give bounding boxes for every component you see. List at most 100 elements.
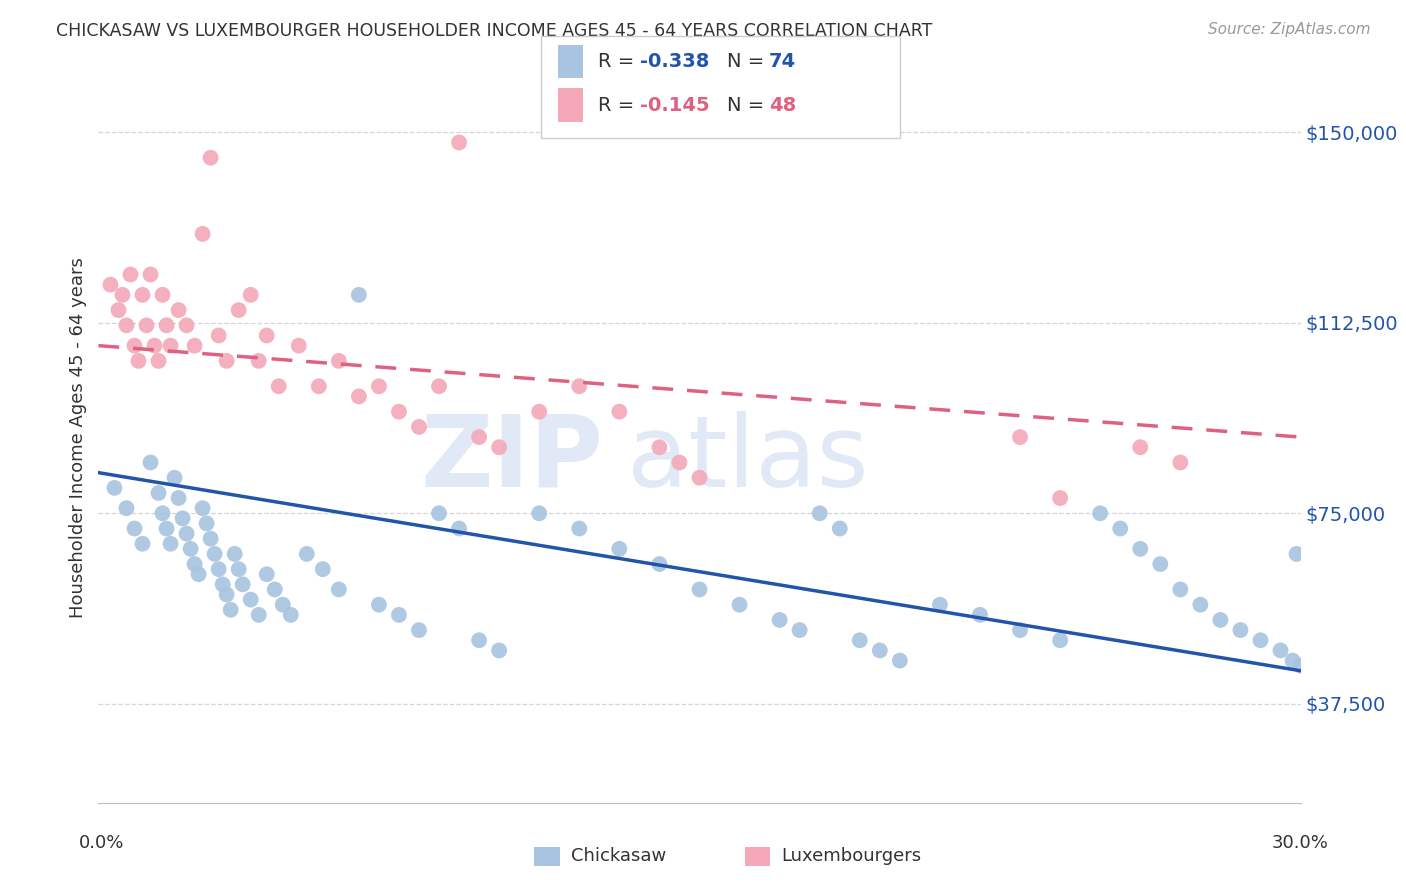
Point: [107, 303, 129, 318]
Point: [1170, 582, 1192, 597]
Point: [288, 338, 311, 352]
Point: [609, 405, 631, 419]
Point: [167, 491, 190, 505]
Text: Luxembourgers: Luxembourgers: [782, 847, 922, 865]
Point: [1088, 506, 1111, 520]
Point: [115, 501, 138, 516]
Text: R =: R =: [598, 52, 640, 71]
Point: [280, 607, 302, 622]
Point: [1010, 623, 1032, 637]
Point: [808, 506, 831, 520]
Point: [427, 379, 450, 393]
Point: [195, 516, 218, 531]
Point: [1149, 557, 1171, 571]
Point: [135, 318, 157, 333]
Text: 48: 48: [769, 95, 796, 115]
Point: [120, 268, 142, 282]
Point: [152, 506, 174, 520]
Point: [232, 577, 254, 591]
Text: R =: R =: [598, 95, 640, 115]
Point: [1049, 491, 1071, 505]
Point: [208, 328, 231, 343]
Point: [271, 598, 294, 612]
Point: [1250, 633, 1272, 648]
Text: ZIP: ZIP: [420, 410, 603, 508]
Point: [1129, 440, 1152, 454]
Y-axis label: Householder Income Ages 45 - 64 years: Householder Income Ages 45 - 64 years: [69, 257, 87, 617]
Point: [648, 440, 671, 454]
Point: [312, 562, 335, 576]
Point: [219, 603, 242, 617]
Point: [131, 537, 153, 551]
Text: Source: ZipAtlas.com: Source: ZipAtlas.com: [1208, 22, 1371, 37]
Point: [267, 379, 290, 393]
Point: [215, 588, 238, 602]
Point: [247, 607, 270, 622]
Point: [191, 227, 214, 241]
Point: [228, 562, 250, 576]
Point: [176, 526, 198, 541]
Point: [529, 506, 551, 520]
Text: N =: N =: [727, 95, 770, 115]
Point: [295, 547, 318, 561]
Text: 74: 74: [769, 52, 796, 71]
Point: [103, 481, 125, 495]
Point: [427, 506, 450, 520]
Point: [239, 592, 262, 607]
Point: [408, 420, 430, 434]
Point: [176, 318, 198, 333]
Point: [180, 541, 202, 556]
Point: [688, 582, 710, 597]
Point: [115, 318, 138, 333]
Point: [388, 405, 411, 419]
Point: [155, 318, 177, 333]
Point: [347, 389, 370, 403]
Point: [1109, 521, 1132, 535]
Point: [1049, 633, 1071, 648]
Point: [447, 136, 470, 150]
Point: [191, 501, 214, 516]
Point: [263, 582, 285, 597]
Point: [969, 607, 991, 622]
Text: CHICKASAW VS LUXEMBOURGER HOUSEHOLDER INCOME AGES 45 - 64 YEARS CORRELATION CHAR: CHICKASAW VS LUXEMBOURGER HOUSEHOLDER IN…: [56, 22, 932, 40]
Point: [211, 577, 233, 591]
Point: [768, 613, 790, 627]
Point: [159, 338, 181, 352]
Point: [929, 598, 952, 612]
Point: [568, 521, 591, 535]
Text: Chickasaw: Chickasaw: [571, 847, 666, 865]
Point: [1281, 654, 1303, 668]
Point: [568, 379, 591, 393]
Point: [247, 354, 270, 368]
Point: [187, 567, 209, 582]
Point: [256, 567, 278, 582]
Point: [1270, 643, 1292, 657]
Point: [239, 288, 262, 302]
Point: [869, 643, 891, 657]
Text: 30.0%: 30.0%: [1272, 834, 1329, 852]
Point: [308, 379, 330, 393]
Point: [155, 521, 177, 535]
Point: [131, 288, 153, 302]
Point: [215, 354, 238, 368]
Text: -0.145: -0.145: [640, 95, 710, 115]
Point: [111, 288, 134, 302]
Point: [488, 643, 510, 657]
Point: [688, 471, 710, 485]
Point: [183, 557, 205, 571]
Point: [447, 521, 470, 535]
Point: [1189, 598, 1212, 612]
Text: 0.0%: 0.0%: [79, 834, 124, 852]
Point: [200, 532, 222, 546]
Point: [408, 623, 430, 637]
Point: [148, 354, 170, 368]
Point: [139, 268, 162, 282]
Point: [167, 303, 190, 318]
Point: [1129, 541, 1152, 556]
Point: [368, 379, 391, 393]
Point: [143, 338, 166, 352]
Point: [159, 537, 181, 551]
Point: [728, 598, 751, 612]
Point: [152, 288, 174, 302]
Point: [1170, 455, 1192, 469]
